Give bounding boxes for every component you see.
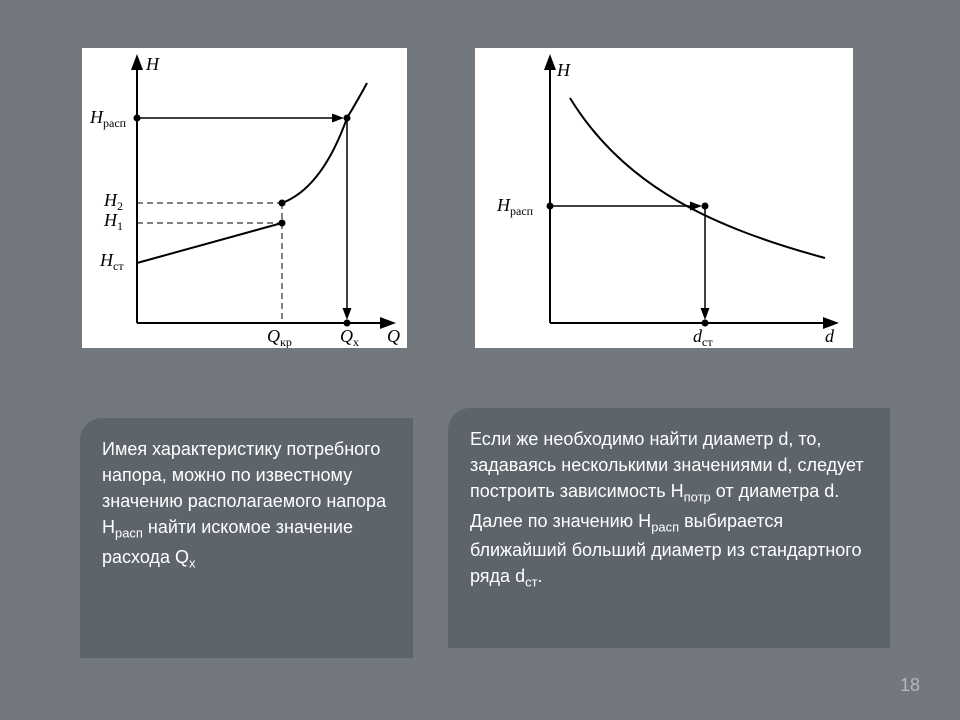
svg-text:dст: dст	[693, 326, 713, 348]
left-text-block: Имея характеристику потребного напора, м…	[80, 418, 413, 658]
page-number: 18	[900, 675, 920, 696]
svg-text:Hрасп: Hрасп	[89, 107, 127, 130]
right-text: Если же необходимо найти диаметр d, то, …	[470, 429, 864, 586]
svg-text:Qкр: Qкр	[267, 326, 292, 348]
left-chart-svg: HHраспH2H1HстQкрQxQ	[82, 48, 407, 348]
chart-left: HHраспH2H1HстQкрQxQ	[82, 48, 407, 348]
svg-text:Hрасп: Hрасп	[496, 195, 534, 218]
svg-text:H: H	[556, 60, 571, 80]
svg-text:H1: H1	[103, 210, 123, 233]
left-text: Имея характеристику потребного напора, м…	[102, 439, 386, 567]
right-chart-svg: H Hрасп dст d	[475, 48, 853, 348]
svg-text:Q: Q	[387, 326, 400, 346]
svg-text:Hст: Hст	[99, 250, 124, 273]
chart-right: H Hрасп dст d	[475, 48, 853, 348]
svg-text:d: d	[825, 326, 835, 346]
right-text-block: Если же необходимо найти диаметр d, то, …	[448, 408, 890, 648]
svg-text:H: H	[145, 54, 160, 74]
svg-text:Qx: Qx	[340, 326, 359, 348]
